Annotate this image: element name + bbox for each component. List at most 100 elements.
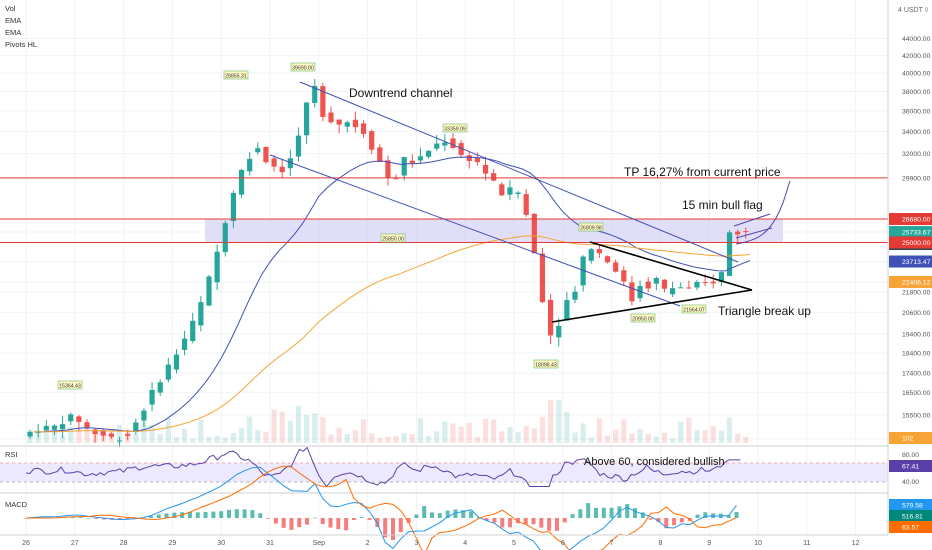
volume-bar [51, 428, 58, 443]
candle-body [287, 158, 293, 169]
volume-bar [718, 430, 724, 443]
candle-body [263, 146, 269, 163]
price-tick: 17400.00 [902, 371, 931, 378]
volume-bar [255, 429, 261, 443]
macd-hist-bar [281, 518, 286, 528]
price-tick: 20600.00 [902, 310, 931, 317]
candle-body [482, 164, 489, 174]
badge-ema-fast: 23713.47 [902, 259, 931, 266]
candle-body [84, 422, 90, 428]
macd-hist-bar [640, 512, 645, 518]
candle-body [68, 414, 74, 422]
price-badges: 26680.0025733.6701:59:4625000.0023713.47… [889, 213, 932, 533]
volume-bar [149, 424, 155, 443]
badge-volume: 102 [902, 436, 914, 443]
macd-hist-bar [414, 514, 419, 518]
macd-hist-bar [633, 508, 638, 518]
time-tick: 6 [561, 540, 565, 547]
price-tick: 16500.00 [902, 390, 931, 397]
candle-body [523, 194, 529, 215]
volume-bar [491, 419, 497, 443]
volume-bar [271, 409, 277, 443]
candle-body [133, 422, 139, 433]
time-tick: 12 [852, 540, 860, 547]
volume-bar [247, 416, 253, 443]
candle-body [35, 431, 41, 433]
time-tick: 7 [610, 540, 614, 547]
pivot-label: 28855.31 [225, 74, 247, 80]
macd-hist-bar [172, 512, 177, 518]
candle-body [92, 429, 98, 435]
macd-hist-bar [578, 509, 583, 518]
candle-body [271, 158, 277, 167]
macd-hist-bar [70, 517, 75, 518]
macd-hist-bar [398, 518, 403, 533]
pivot-box [442, 123, 468, 133]
volume-bar [661, 432, 668, 443]
macd-hist-bar [219, 511, 224, 518]
volume-bars [27, 399, 749, 443]
candle-body [426, 150, 432, 157]
price-axis[interactable]: 4 USDT ◊ 44000.00 42000.00 40000.00 38000.0… [887, 0, 932, 535]
time-axis[interactable]: 26 27 28 29 30 31 Sep 2 3 4 5 6 7 8 9 10 11 12 [0, 534, 888, 547]
pivot-label: 26809.98 [580, 226, 602, 232]
price-tick: 42000.00 [902, 53, 931, 60]
volume-bar [287, 420, 293, 443]
macd-hist-bar [250, 510, 255, 518]
volume-bar [482, 418, 489, 443]
macd-hist-bar [351, 518, 356, 521]
macd-hist-bar [461, 510, 466, 518]
volume-bar [523, 426, 529, 443]
candle-body [678, 287, 684, 289]
volume-bar [76, 429, 82, 443]
candle-body [548, 299, 554, 336]
macd-hist-bar [625, 504, 630, 518]
macd-histogram [24, 503, 739, 541]
candle-body [206, 276, 212, 306]
macd-hist-bar [609, 507, 614, 518]
macd-hist-bar [195, 512, 200, 518]
candle-body [222, 223, 228, 253]
volume-bar [336, 427, 342, 443]
pivot-label: 20950.00 [632, 317, 654, 323]
volume-bar [596, 418, 602, 443]
volume-bar [694, 430, 700, 443]
volume-bar [466, 422, 472, 443]
rsi-level-80: 80.00 [902, 452, 919, 459]
price-tick: 40000.00 [902, 71, 931, 78]
macd-hist-bar [664, 518, 669, 529]
pivot-box [630, 313, 656, 323]
volume-bar [68, 426, 74, 443]
volume-bar [670, 438, 676, 443]
volume-bar [702, 430, 708, 443]
candle-body [295, 135, 302, 157]
candle-body [214, 251, 220, 283]
downtrend-channel-label: Downtrend channel [349, 86, 452, 100]
macd-hist-bar [703, 512, 708, 518]
volume-bar [621, 419, 627, 443]
time-tick: 10 [754, 540, 762, 547]
projection-path [735, 180, 791, 245]
candle-body [157, 382, 163, 393]
badge-rsi-bg [889, 460, 932, 472]
macd-hist-bar [211, 511, 216, 518]
candle-body [556, 325, 562, 338]
macd-hist-bar [648, 518, 653, 520]
candle-body [247, 158, 253, 172]
pivot-label: 21564.07 [683, 308, 705, 314]
volume-bar [556, 400, 562, 443]
badge-signal: 516.81 [902, 514, 923, 521]
volume-bar [190, 438, 196, 443]
candle-body [637, 285, 643, 299]
candle-body [279, 166, 285, 173]
rsi-pane: RSI Above 60, considered bullish [0, 445, 888, 488]
triangle-lower [551, 289, 753, 323]
badge-rsi: 67.41 [902, 464, 919, 471]
candle-body [735, 231, 741, 235]
volume-bar [214, 435, 220, 443]
candle-body [629, 282, 635, 302]
macd-hist-bar [469, 511, 474, 518]
badge-volume-bg [889, 432, 932, 444]
ema-slow-line [34, 235, 750, 433]
